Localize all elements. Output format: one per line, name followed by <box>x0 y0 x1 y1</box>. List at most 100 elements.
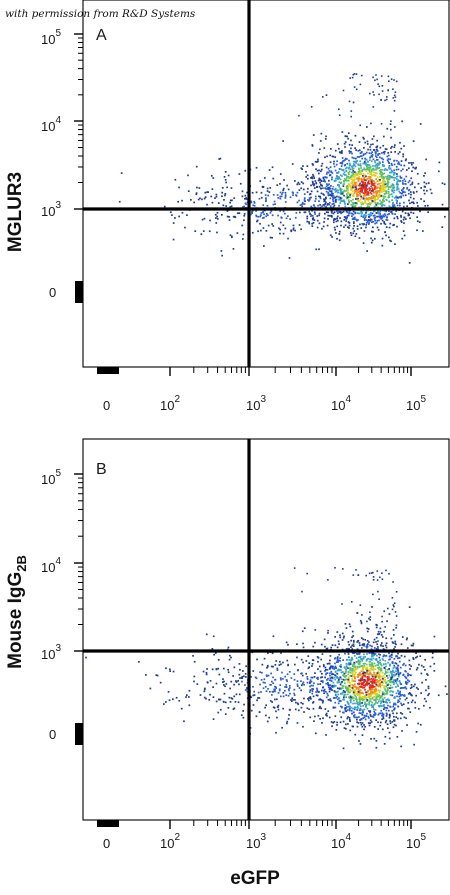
event-dot <box>358 184 360 187</box>
event-dot <box>374 664 377 667</box>
event-dot <box>347 179 350 182</box>
event-dot <box>199 694 202 696</box>
panel-a-x-tick-label-1: 0 <box>103 398 110 413</box>
event-dot <box>221 254 223 257</box>
event-dot <box>326 224 329 227</box>
event-dot <box>266 187 269 190</box>
event-dot <box>279 684 282 686</box>
event-dot <box>282 678 284 680</box>
event-dot <box>299 204 302 206</box>
event-dot <box>356 228 359 230</box>
panel-b-y-ticks <box>74 473 83 745</box>
event-dot <box>356 716 359 719</box>
panel-a-y-ticks <box>74 33 83 303</box>
event-dot <box>172 670 175 673</box>
event-dot <box>277 692 280 694</box>
event-dot <box>337 680 340 682</box>
event-dot <box>373 638 376 641</box>
event-dot <box>398 700 401 703</box>
event-dot <box>368 202 371 204</box>
event-dot <box>320 192 323 195</box>
event-dot <box>357 177 360 180</box>
event-dot <box>224 171 227 173</box>
event-dot <box>271 236 273 239</box>
event-dot <box>345 220 347 222</box>
event-dot <box>322 686 324 689</box>
event-dot <box>369 714 372 716</box>
event-dot <box>361 709 364 712</box>
event-dot <box>271 652 274 655</box>
panel-b-y-tick-label-4: 0 <box>49 727 56 742</box>
event-dot <box>312 222 315 224</box>
event-dot <box>337 661 339 663</box>
event-dot <box>374 222 376 225</box>
event-dot <box>364 157 366 160</box>
event-dot <box>346 211 349 214</box>
event-dot <box>385 719 388 722</box>
event-dot <box>285 217 288 220</box>
event-dot <box>309 691 311 693</box>
event-dot <box>316 656 319 658</box>
event-dot <box>357 653 359 655</box>
event-dot <box>306 191 309 193</box>
event-dot <box>378 669 381 671</box>
event-dot <box>252 694 255 697</box>
event-dot <box>362 682 365 684</box>
event-dot <box>378 219 380 222</box>
event-dot <box>352 198 354 201</box>
event-dot <box>264 685 267 688</box>
event-dot <box>338 239 341 242</box>
event-dot <box>367 182 370 185</box>
event-dot <box>390 678 392 680</box>
event-dot <box>424 186 426 188</box>
event-dot <box>419 655 422 657</box>
event-dot <box>312 695 315 698</box>
event-dot <box>329 655 332 657</box>
event-dot <box>395 716 398 718</box>
event-dot <box>379 675 382 678</box>
event-dot <box>369 148 372 151</box>
event-dot <box>267 688 269 690</box>
event-dot <box>348 227 350 229</box>
event-dot <box>372 686 375 688</box>
event-dot <box>333 668 336 670</box>
event-dot <box>370 202 373 204</box>
event-dot <box>369 692 372 694</box>
event-dot <box>372 706 374 709</box>
event-dot <box>333 180 336 183</box>
outlier-dot <box>390 120 392 122</box>
event-dot <box>278 227 280 230</box>
event-dot <box>332 205 335 208</box>
event-dot <box>341 639 344 641</box>
event-dot <box>386 687 389 690</box>
event-dot <box>368 205 370 208</box>
event-dot <box>282 691 285 694</box>
event-dot <box>380 709 383 712</box>
event-dot <box>300 228 302 231</box>
event-dot <box>167 691 170 693</box>
event-dot <box>350 139 352 142</box>
event-dot <box>163 205 166 208</box>
event-dot <box>397 705 400 708</box>
event-dot <box>215 652 217 654</box>
event-dot <box>396 712 398 715</box>
event-dot <box>366 167 369 170</box>
event-dot <box>227 671 230 674</box>
event-dot <box>365 663 368 666</box>
event-dot <box>360 201 362 204</box>
event-dot <box>246 687 248 689</box>
event-dot <box>361 189 363 192</box>
event-dot <box>361 658 364 660</box>
event-dot <box>370 654 373 656</box>
event-dot <box>375 658 378 660</box>
event-dot <box>368 665 371 668</box>
event-dot <box>424 172 426 174</box>
event-dot <box>356 652 358 655</box>
event-dot <box>305 672 307 675</box>
event-dot <box>340 664 342 666</box>
event-dot <box>382 181 385 184</box>
event-dot <box>218 673 221 676</box>
event-dot <box>391 164 393 167</box>
event-dot <box>377 713 380 716</box>
event-dot <box>310 205 313 208</box>
